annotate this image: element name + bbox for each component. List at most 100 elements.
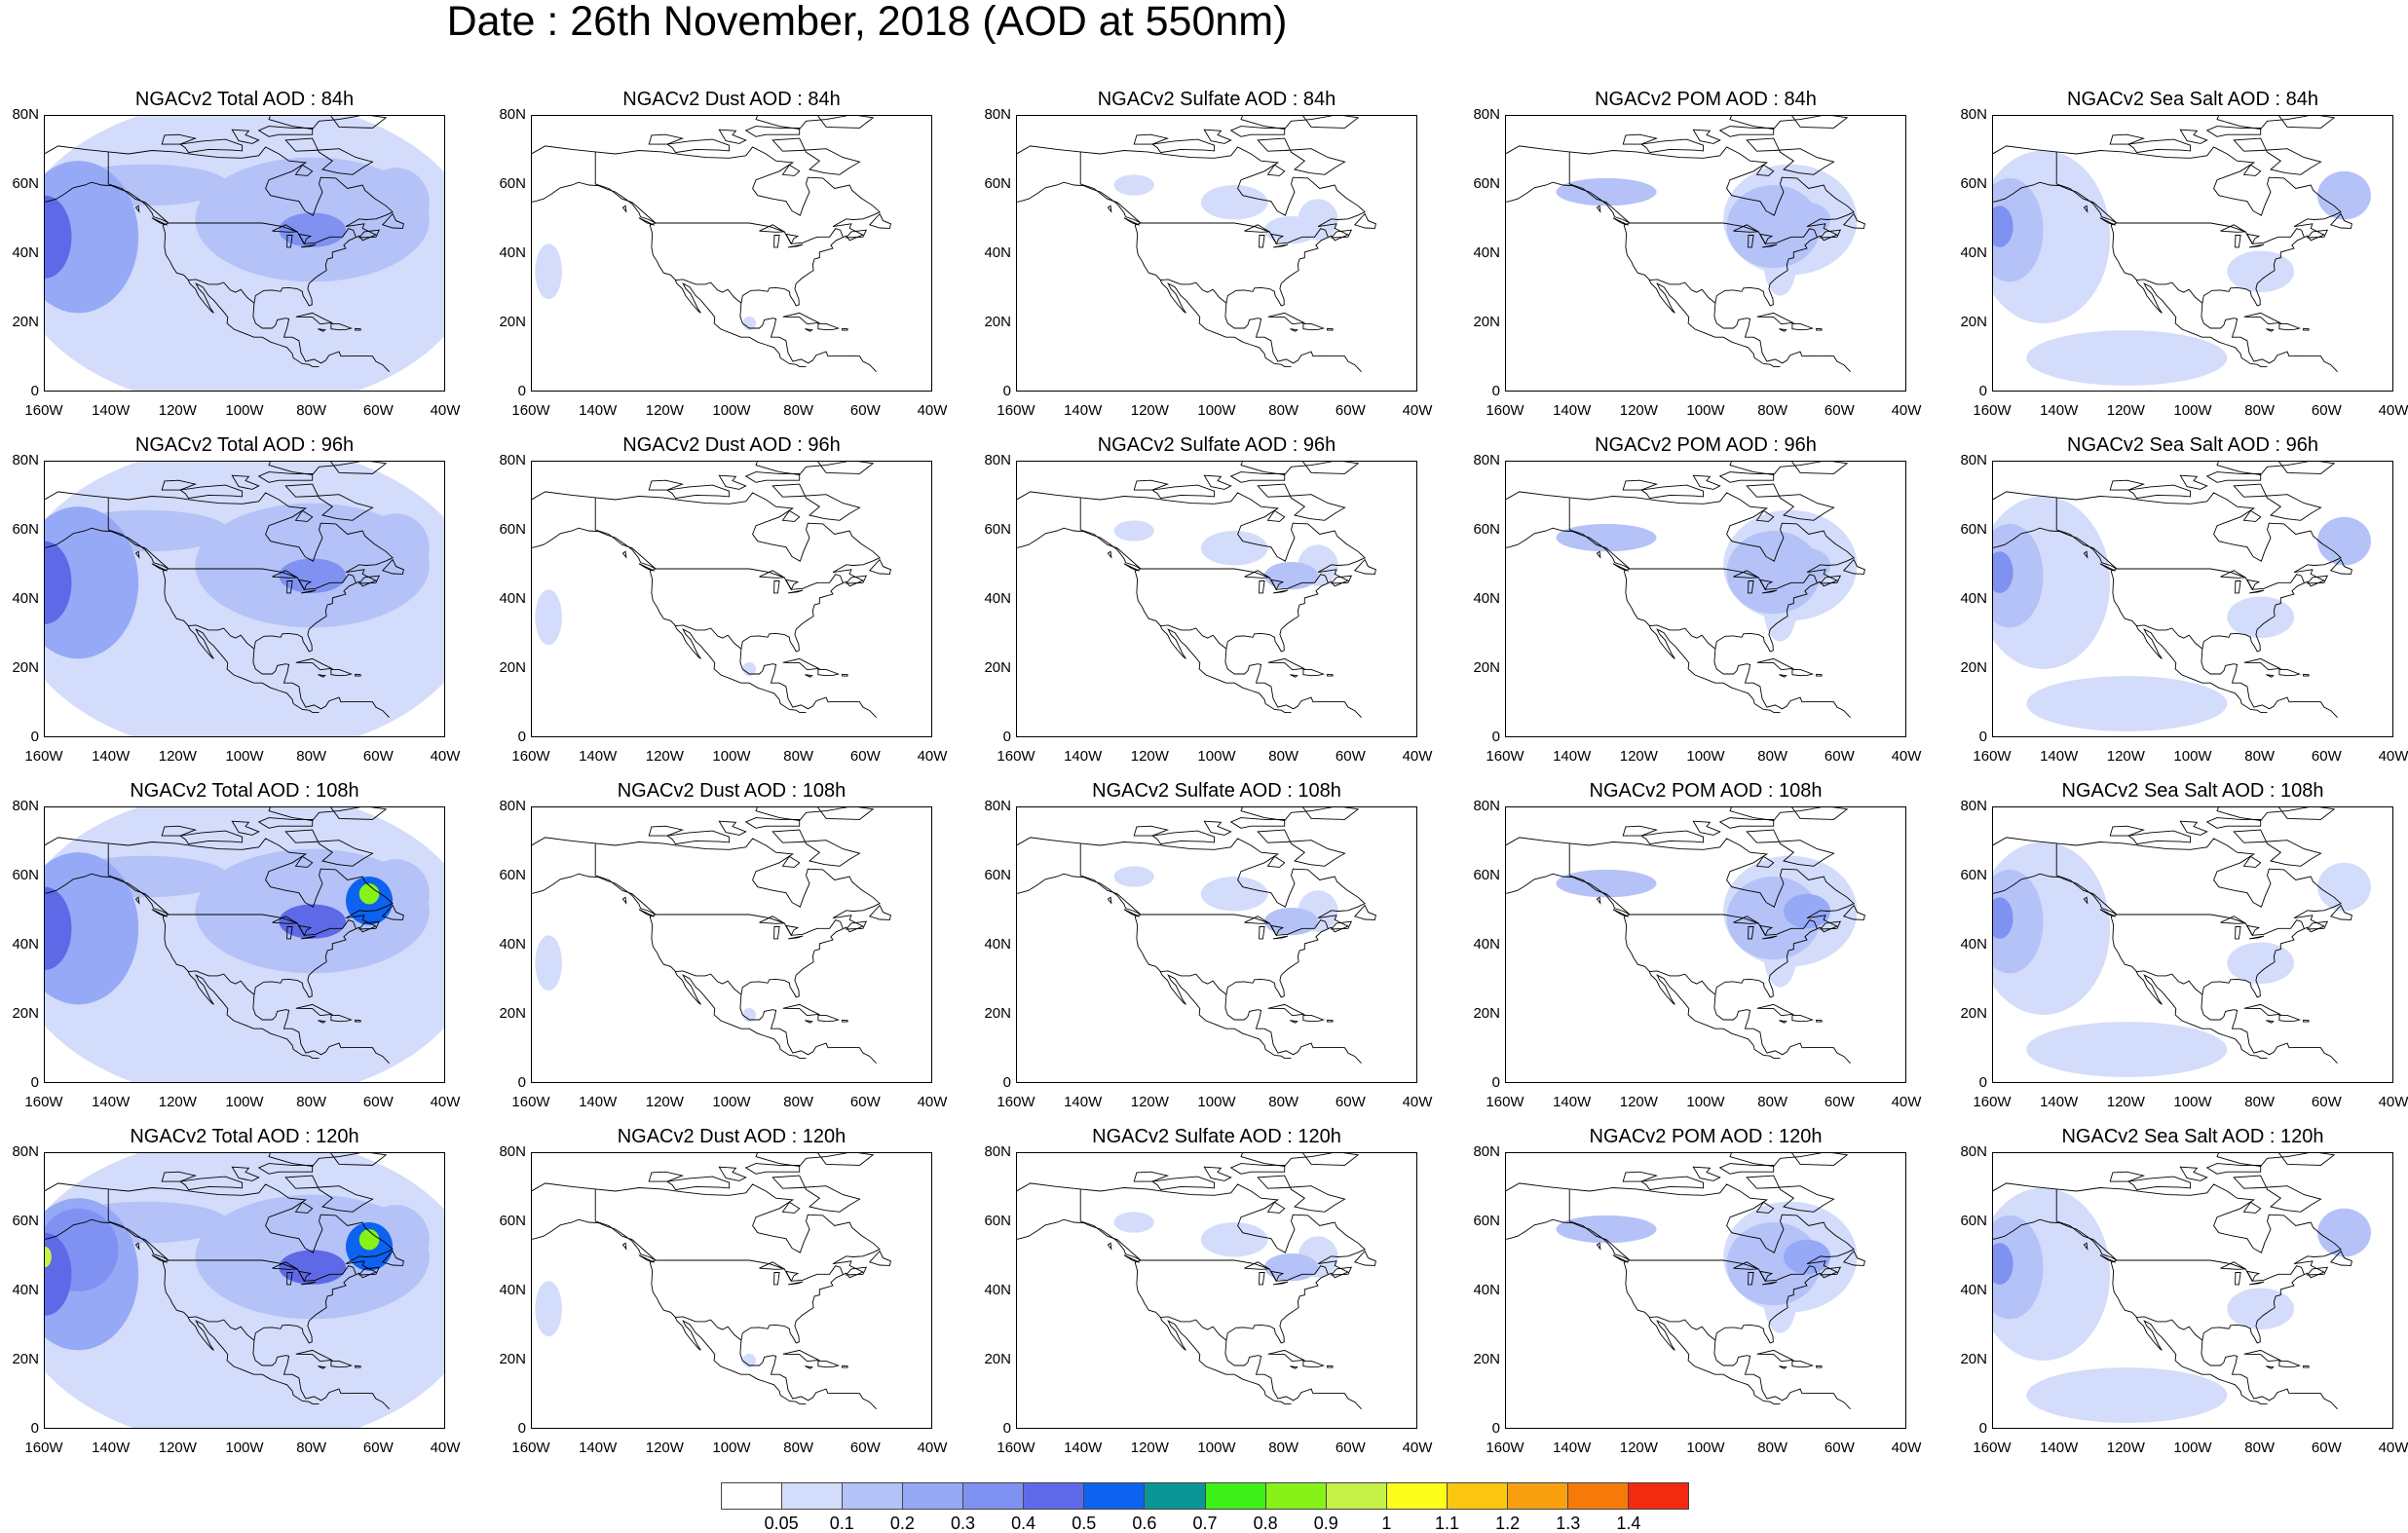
island: [1123, 909, 1140, 917]
great-lake: [2235, 580, 2241, 594]
island: [744, 1163, 801, 1175]
lon-tick-label: 120W: [1619, 402, 1658, 419]
lon-tick-label: 40W: [1402, 748, 1433, 765]
island: [782, 312, 821, 325]
lon-tick-label: 100W: [1686, 748, 1725, 765]
great-lake: [2220, 570, 2247, 579]
island: [771, 1175, 861, 1213]
island: [1718, 817, 1775, 829]
great-lake: [298, 233, 313, 245]
map-panel: NGACv2 POM AOD : 84h 80N 60N 40N 20N 0 160W 140…: [1461, 88, 1968, 448]
island: [2126, 1176, 2192, 1191]
aerosol-field: [535, 243, 757, 331]
great-lake: [1244, 570, 1271, 579]
great-lake: [1748, 1272, 1754, 1286]
island: [161, 825, 198, 837]
island: [295, 657, 334, 671]
island: [2233, 137, 2322, 175]
great-lake: [787, 589, 804, 594]
coastline: [1017, 837, 1366, 1065]
island: [2243, 1349, 2282, 1363]
coastline: [1993, 491, 2342, 719]
island: [1240, 116, 1333, 130]
lon-tick-label: 100W: [1197, 748, 1236, 765]
island: [1622, 133, 1659, 145]
island: [231, 820, 260, 836]
colorbar-label: 1: [1381, 1514, 1392, 1533]
great-lake: [286, 1272, 293, 1286]
island: [318, 674, 326, 678]
aerosol-blob: [1264, 907, 1318, 936]
lon-tick-label: 160W: [1486, 402, 1524, 419]
island: [648, 479, 685, 491]
panel-title: NGACv2 Total AOD : 120h: [130, 1126, 359, 1147]
island: [2083, 550, 2088, 559]
lat-tick-label: 20N: [1960, 659, 1987, 676]
great-lake: [787, 1281, 804, 1286]
aerosol-blob: [45, 195, 72, 279]
lat-tick-label: 60N: [12, 175, 39, 192]
island: [2266, 1365, 2275, 1369]
aerosol-blob: [2026, 1022, 2228, 1077]
island: [638, 217, 655, 226]
lat-tick-label: 80N: [1960, 1143, 1987, 1160]
coastline: [1017, 1182, 1366, 1410]
map-frame: [44, 1152, 445, 1429]
lat-tick-label: 40N: [1960, 590, 1987, 607]
map-frame: [1016, 806, 1417, 1083]
great-lake: [2248, 589, 2265, 594]
panel-title: NGACv2 Dust AOD : 96h: [622, 434, 841, 456]
great-lake: [1748, 926, 1754, 940]
island: [357, 920, 381, 930]
aerosol-field: [535, 589, 757, 677]
lat-tick-label: 0: [517, 383, 526, 399]
island: [2216, 462, 2309, 475]
lat-tick-label: 20N: [499, 1005, 526, 1022]
island: [294, 509, 314, 522]
colorbar-swatch: [1567, 1483, 1629, 1509]
map-panel: NGACv2 Total AOD : 108h 80N 60N 40N 20N 0 160W…: [0, 779, 507, 1140]
island: [1266, 1201, 1286, 1214]
lat-tick-label: 60N: [1473, 867, 1500, 883]
panel-title: NGACv2 POM AOD : 120h: [1589, 1126, 1823, 1147]
great-lake: [1759, 233, 1774, 245]
lon-tick-label: 80W: [1268, 1440, 1299, 1456]
coastline-west: [1506, 873, 1781, 1059]
aerosol-blob: [45, 541, 72, 624]
us-canada-border: [594, 1188, 844, 1282]
colorbar-swatch: [1145, 1483, 1206, 1509]
island: [1692, 820, 1721, 836]
coastline: [1506, 1182, 1855, 1410]
lat-tick-label: 80N: [499, 1143, 526, 1160]
island: [638, 909, 655, 917]
island: [1779, 1365, 1787, 1369]
great-lake: [773, 235, 780, 248]
island: [134, 550, 140, 559]
island: [1150, 1176, 1216, 1191]
aerosol-blob: [45, 161, 139, 314]
island: [868, 558, 891, 575]
map-panel: NGACv2 Total AOD : 84h 80N 60N 40N 20N 0 160W 1…: [0, 88, 507, 448]
island: [1353, 904, 1376, 920]
island: [621, 896, 627, 905]
lat-tick-label: 40N: [1960, 1282, 1987, 1298]
island: [1779, 1020, 1787, 1024]
lon-tick-label: 100W: [712, 1440, 751, 1456]
aerosol-field: [45, 1153, 444, 1428]
aerosol-blob: [94, 652, 396, 722]
lat-tick-label: 20N: [499, 1351, 526, 1367]
map-panel: NGACv2 POM AOD : 108h 80N 60N 40N 20N 0 160W 14…: [1461, 779, 1968, 1140]
lon-tick-label: 160W: [511, 1440, 550, 1456]
lat-tick-label: 0: [30, 383, 39, 399]
map-field: [1017, 1153, 1376, 1410]
aerosol-blob: [1783, 202, 1831, 238]
island: [1596, 1242, 1601, 1251]
aerosol-blob: [742, 316, 757, 331]
island: [1123, 1254, 1140, 1263]
island: [231, 1166, 260, 1181]
lat-tick-label: 20N: [12, 1351, 39, 1367]
great-lake: [1270, 924, 1285, 937]
lon-tick-label: 80W: [1757, 1440, 1788, 1456]
coastline-west: [1993, 1218, 2268, 1404]
map-panel: NGACv2 POM AOD : 96h 80N 60N 40N 20N 0 160W 140…: [1461, 433, 1968, 794]
